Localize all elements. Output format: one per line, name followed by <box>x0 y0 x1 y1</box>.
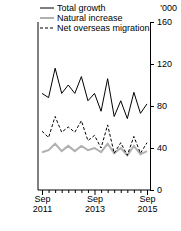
y-tick-mark <box>150 64 154 65</box>
x-tick <box>81 190 82 193</box>
y-axis-line <box>151 23 155 191</box>
x-tick-mark <box>49 190 50 193</box>
x-tick-mark <box>81 190 82 193</box>
y-axis: 0 40 80 120 160 <box>150 17 172 195</box>
legend-swatch <box>40 28 54 29</box>
legend: Total growthNatural increaseNet overseas… <box>40 3 150 33</box>
legend-label: Total growth <box>57 3 106 13</box>
x-tick-label: Sep2015 <box>137 194 157 214</box>
series-line <box>42 117 147 156</box>
legend-swatch <box>40 8 54 9</box>
x-tick-mark <box>101 190 102 193</box>
x-tick <box>88 190 89 193</box>
x-tick-mark <box>121 190 122 193</box>
y-tick: 120 <box>150 59 172 69</box>
y-tick-label: 0 <box>157 185 162 195</box>
x-tick <box>108 190 109 193</box>
y-tick: 160 <box>150 17 172 27</box>
y-tick: 80 <box>150 101 167 111</box>
y-tick-mark <box>150 106 154 107</box>
legend-label: Net overseas migration <box>57 23 150 33</box>
x-tick <box>62 190 63 193</box>
x-tick-mark <box>55 190 56 193</box>
y-axis-title: '000 <box>160 3 177 13</box>
x-tick <box>68 190 69 193</box>
x-axis-line <box>38 190 150 191</box>
x-tick-mark <box>62 190 63 193</box>
y-tick-mark <box>150 22 154 23</box>
x-tick: Sep2015 <box>137 190 157 214</box>
x-tick <box>134 190 135 193</box>
legend-label: Natural increase <box>57 13 123 23</box>
x-tick: Sep2011 <box>33 190 52 214</box>
x-tick-mark <box>140 190 141 193</box>
x-tick-label: Sep2013 <box>85 194 105 214</box>
chart: 0 40 80 120 160 '000 Sep2011 Sep2013 Sep2015 Tota… <box>0 0 181 231</box>
x-tick-mark <box>75 190 76 193</box>
x-axis: Sep2011 Sep2013 Sep2015 <box>33 190 158 214</box>
x-tick <box>127 190 128 193</box>
x-tick-label: Sep2011 <box>33 194 52 214</box>
x-tick <box>101 190 102 193</box>
x-tick <box>114 190 115 193</box>
x-tick-mark <box>108 190 109 193</box>
legend-swatch <box>40 17 54 19</box>
y-tick-label: 80 <box>157 101 167 111</box>
series-line <box>42 68 147 118</box>
x-tick <box>121 190 122 193</box>
x-tick-mark <box>134 190 135 193</box>
y-tick-mark <box>150 148 154 149</box>
plot-frame <box>38 22 39 190</box>
y-tick-label: 160 <box>157 17 172 27</box>
x-tick-mark <box>88 190 89 193</box>
x-tick <box>55 190 56 193</box>
lines <box>42 68 147 155</box>
x-tick <box>75 190 76 193</box>
x-tick-mark <box>114 190 115 193</box>
y-tick-label: 40 <box>157 143 167 153</box>
y-tick-label: 120 <box>157 59 172 69</box>
y-tick: 40 <box>150 143 167 153</box>
x-tick-mark <box>127 190 128 193</box>
x-tick: Sep2013 <box>85 190 105 214</box>
x-tick-mark <box>68 190 69 193</box>
y-tick-mark <box>150 190 154 191</box>
x-tick <box>140 190 141 193</box>
x-tick <box>49 190 50 193</box>
